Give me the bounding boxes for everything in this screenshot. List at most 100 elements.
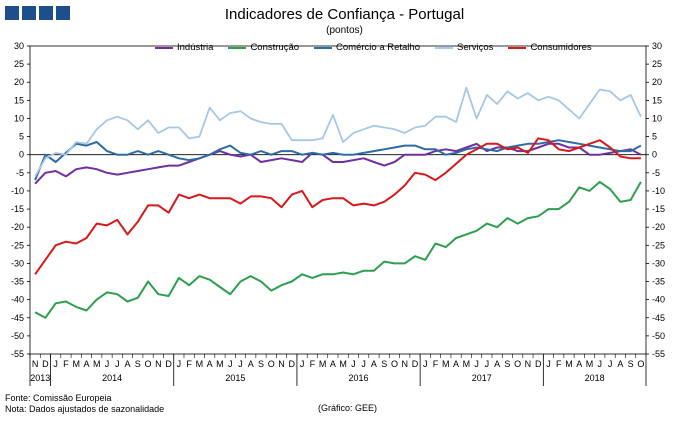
- x-tick-label: J: [115, 359, 120, 369]
- x-tick-label: D: [535, 359, 542, 369]
- x-tick-label: J: [228, 359, 233, 369]
- y-tick-label-left: 20: [14, 77, 24, 87]
- x-tick-label: J: [105, 359, 110, 369]
- y-tick-label-right: 15: [652, 95, 662, 105]
- x-tick-label: J: [361, 359, 366, 369]
- legend-item: Comércio a Retalho: [314, 42, 420, 53]
- series-line-com-rcio-a-retalho: [34, 139, 642, 181]
- x-tick-label: S: [628, 359, 634, 369]
- x-tick-label: A: [494, 359, 500, 369]
- legend-label: Serviços: [457, 42, 494, 53]
- x-tick-label: S: [381, 359, 387, 369]
- legend-label: Construção: [250, 42, 300, 53]
- x-tick-label: J: [351, 359, 356, 369]
- y-tick-label-right: 20: [652, 77, 662, 87]
- x-tick-label: O: [268, 359, 275, 369]
- logo-square: [39, 6, 53, 20]
- legend-label: Indústria: [177, 42, 214, 53]
- x-tick-label: J: [238, 359, 243, 369]
- x-tick-label: J: [53, 359, 58, 369]
- x-tick-label: A: [207, 359, 213, 369]
- legend-label: Consumidores: [530, 42, 592, 53]
- source-note: Fonte: Comissão Europeia: [5, 393, 112, 403]
- y-tick-label-left: -10: [11, 186, 24, 196]
- y-tick-label-left: -45: [11, 313, 24, 323]
- x-tick-label: M: [565, 359, 573, 369]
- legend-item: Serviços: [435, 42, 493, 53]
- y-tick-label-left: -40: [11, 295, 24, 305]
- series-line-constru-o: [34, 180, 642, 319]
- gee-logo: [5, 6, 70, 20]
- x-tick-label: S: [135, 359, 141, 369]
- series-line-servi-os: [34, 86, 642, 177]
- x-tick-label: N: [525, 359, 532, 369]
- x-tick-label: A: [125, 359, 131, 369]
- x-tick-label: A: [371, 359, 377, 369]
- x-tick-label: J: [485, 359, 490, 369]
- legend-label: Comércio a Retalho: [336, 42, 420, 53]
- x-tick-label: F: [433, 359, 439, 369]
- x-tick-label: D: [289, 359, 296, 369]
- y-tick-label-right: -50: [652, 331, 665, 341]
- y-tick-label-left: 10: [14, 113, 24, 123]
- x-tick-label: M: [586, 359, 594, 369]
- x-tick-label: J: [546, 359, 551, 369]
- y-tick-label-right: -5: [652, 168, 660, 178]
- x-tick-label: A: [330, 359, 336, 369]
- x-tick-label: F: [63, 359, 69, 369]
- x-tick-label: N: [401, 359, 408, 369]
- x-tick-label: M: [463, 359, 471, 369]
- legend-swatch: [155, 46, 173, 49]
- y-tick-label-right: -40: [652, 295, 665, 305]
- legend-swatch: [435, 46, 453, 49]
- x-tick-label: M: [72, 359, 80, 369]
- y-tick-label-right: 5: [652, 132, 657, 142]
- x-tick-label: M: [319, 359, 327, 369]
- x-tick-label: D: [412, 359, 419, 369]
- series-line-ind-stria: [34, 142, 642, 185]
- logo-square: [56, 6, 70, 20]
- y-tick-label-right: 0: [652, 150, 657, 160]
- legend-item: Construção: [228, 42, 299, 53]
- year-label: 2015: [225, 373, 245, 383]
- x-tick-label: O: [391, 359, 398, 369]
- x-tick-label: J: [177, 359, 182, 369]
- y-tick-label-right: -25: [652, 240, 665, 250]
- x-tick-label: N: [155, 359, 162, 369]
- year-label: 2017: [472, 373, 492, 383]
- y-tick-label-left: 15: [14, 95, 24, 105]
- x-tick-label: M: [196, 359, 204, 369]
- year-label: 2016: [349, 373, 369, 383]
- y-tick-label-left: 5: [19, 132, 24, 142]
- plot-frame: [29, 45, 647, 355]
- year-label: 2013: [30, 373, 50, 383]
- chart-title: Indicadores de Confiança - Portugal: [224, 6, 465, 23]
- x-tick-label: J: [608, 359, 613, 369]
- y-tick-label-right: -20: [652, 222, 665, 232]
- x-tick-label: M: [216, 359, 224, 369]
- y-tick-label-left: -20: [11, 222, 24, 232]
- x-tick-label: F: [310, 359, 316, 369]
- y-tick-label-right: -45: [652, 313, 665, 323]
- y-tick-label-left: -50: [11, 331, 24, 341]
- x-tick-label: J: [474, 359, 479, 369]
- chart-subtitle: (pontos): [326, 25, 363, 36]
- x-tick-label: A: [248, 359, 254, 369]
- legend-item: Indústria: [155, 42, 213, 53]
- x-tick-label: S: [258, 359, 264, 369]
- y-tick-label-right: 10: [652, 113, 662, 123]
- y-tick-label-left: -15: [11, 204, 24, 214]
- y-tick-label-right: -15: [652, 204, 665, 214]
- x-tick-label: S: [504, 359, 510, 369]
- x-tick-label: O: [514, 359, 521, 369]
- y-tick-label-right: -35: [652, 277, 665, 287]
- y-tick-label-left: -25: [11, 240, 24, 250]
- y-tick-label-left: -30: [11, 258, 24, 268]
- logo-square: [5, 6, 19, 20]
- y-tick-label-right: 25: [652, 59, 662, 69]
- x-tick-label: O: [145, 359, 152, 369]
- y-tick-label-right: -30: [652, 258, 665, 268]
- year-label: 2018: [585, 373, 605, 383]
- y-tick-label-left: -55: [11, 349, 24, 359]
